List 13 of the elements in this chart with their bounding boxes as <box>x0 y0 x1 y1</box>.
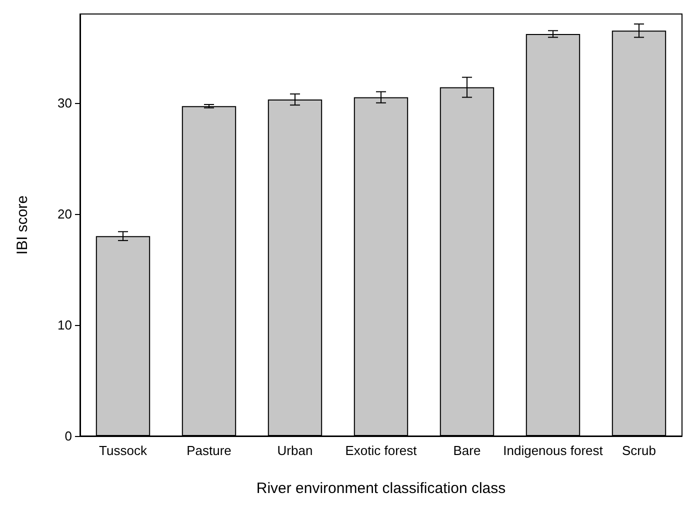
y-tick-label: 10 <box>58 317 72 332</box>
x-axis-title: River environment classification class <box>256 480 506 497</box>
y-tick-label: 20 <box>58 206 72 222</box>
x-tick-label: Exotic forest <box>345 443 418 458</box>
x-tick-label: Indigenous forest <box>503 443 604 458</box>
y-tick-label: 30 <box>58 95 72 110</box>
x-tick-label: Tussock <box>99 443 148 458</box>
x-tick-label: Bare <box>453 443 481 458</box>
x-tick-label: Urban <box>277 443 313 458</box>
y-tick-label: 0 <box>64 428 72 444</box>
y-axis-title: IBI score <box>14 195 31 255</box>
x-tick-label: Scrub <box>622 443 656 458</box>
x-tick-label: Pasture <box>186 443 232 458</box>
